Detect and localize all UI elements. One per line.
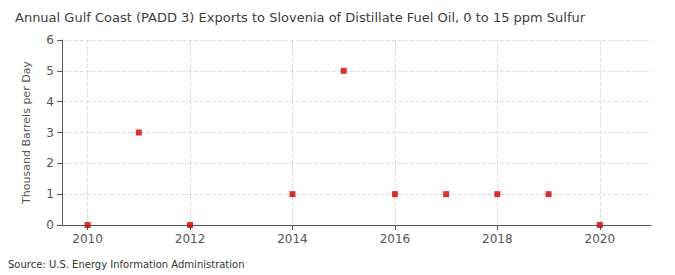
svg-text:3: 3 (46, 126, 54, 140)
svg-text:2016: 2016 (380, 232, 411, 246)
svg-text:Annual Gulf Coast (PADD 3) Exp: Annual Gulf Coast (PADD 3) Exports to Sl… (15, 10, 586, 25)
svg-text:4: 4 (46, 95, 54, 109)
svg-text:2: 2 (46, 156, 54, 170)
svg-text:2014: 2014 (277, 232, 308, 246)
svg-text:2018: 2018 (482, 232, 513, 246)
svg-text:6: 6 (46, 33, 54, 47)
svg-text:Thousand Barrels per Day: Thousand Barrels per Day (20, 61, 33, 205)
svg-text:5: 5 (46, 64, 54, 78)
svg-text:2012: 2012 (175, 232, 206, 246)
svg-text:1: 1 (46, 187, 54, 201)
svg-text:Source: U.S. Energy Informatio: Source: U.S. Energy Information Administ… (8, 259, 245, 270)
svg-text:2010: 2010 (72, 232, 103, 246)
svg-text:2020: 2020 (585, 232, 616, 246)
svg-text:0: 0 (46, 218, 54, 232)
